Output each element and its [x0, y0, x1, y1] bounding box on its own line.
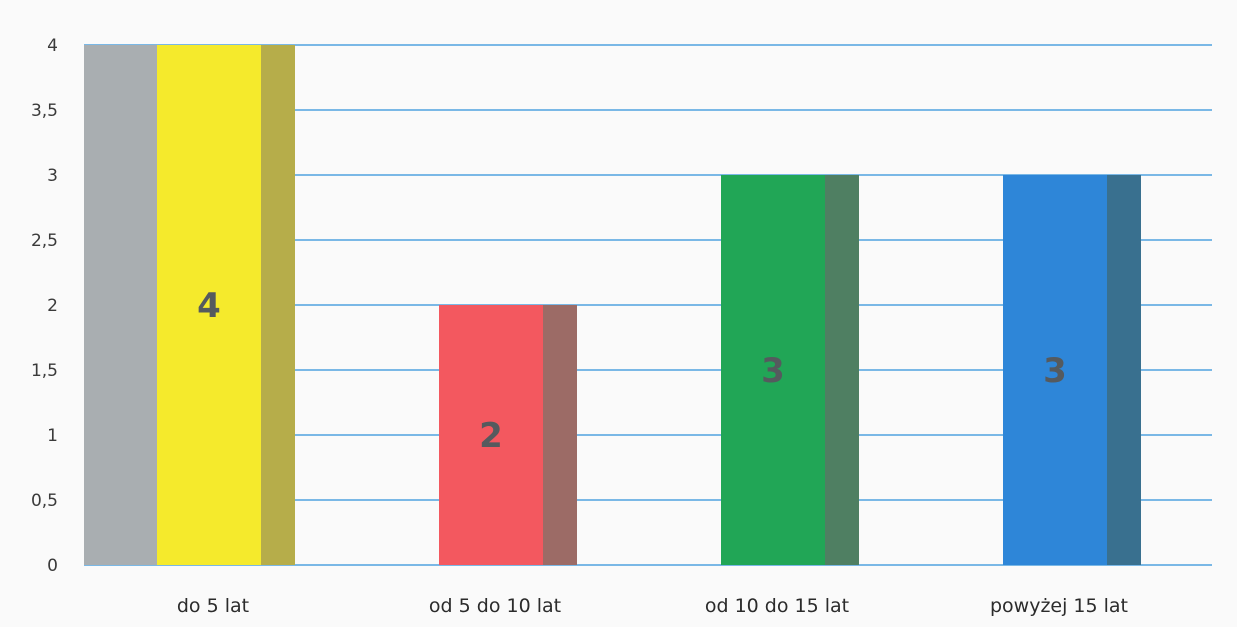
bar-data-labels: 4 2 3 3 — [197, 286, 1067, 456]
bar — [1003, 175, 1107, 565]
y-tick-label: 1 — [47, 426, 58, 446]
bar-data-label: 3 — [1043, 351, 1067, 391]
bar-side — [261, 45, 295, 565]
x-category-label: od 5 do 10 lat — [429, 595, 561, 617]
y-tick-label: 2,5 — [31, 231, 58, 251]
y-axis-tick-labels: 0 0,5 1 1,5 2 2,5 3 3,5 4 — [31, 36, 58, 576]
left-gray-block — [84, 45, 166, 565]
y-tick-label: 0,5 — [31, 491, 58, 511]
bar-data-label: 4 — [197, 286, 221, 326]
bars — [157, 45, 1141, 565]
bar-side — [1107, 175, 1141, 565]
x-category-label: powyżej 15 lat — [990, 595, 1128, 617]
bar-data-label: 3 — [761, 351, 785, 391]
x-category-label: do 5 lat — [177, 595, 249, 617]
y-tick-label: 0 — [47, 556, 58, 576]
bar-side — [543, 305, 577, 565]
x-axis-category-labels: do 5 lat od 5 do 10 lat od 10 do 15 lat pow… — [177, 595, 1128, 617]
bar — [157, 45, 261, 565]
x-category-label: od 10 do 15 lat — [705, 595, 849, 617]
y-tick-label: 2 — [47, 296, 58, 316]
y-tick-label: 3 — [47, 166, 58, 186]
bar — [439, 305, 543, 565]
bar — [721, 175, 825, 565]
y-tick-label: 4 — [47, 36, 58, 56]
y-tick-label: 3,5 — [31, 101, 58, 121]
bar-side — [825, 175, 859, 565]
y-tick-label: 1,5 — [31, 361, 58, 381]
bar-data-label: 2 — [479, 416, 503, 456]
